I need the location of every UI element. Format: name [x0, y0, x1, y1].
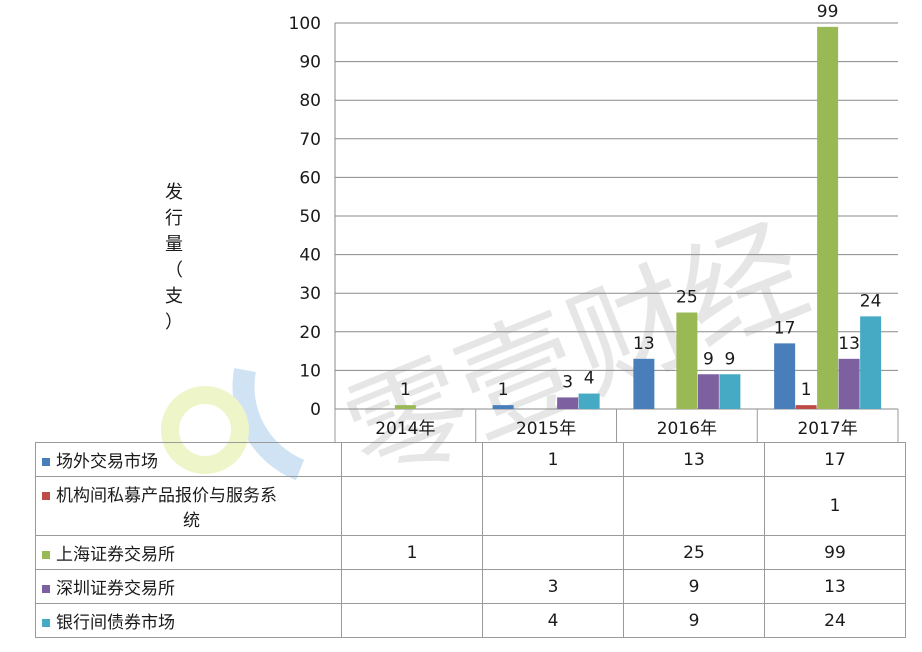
row-label-text: 机构间私募产品报价与服务系: [56, 486, 277, 506]
data-label: 13: [633, 334, 655, 354]
y-axis-label-char: 量: [165, 234, 183, 255]
y-tick-label: 40: [299, 246, 321, 266]
bar: [492, 405, 514, 409]
data-label: 9: [724, 349, 735, 369]
y-tick-label: 90: [299, 53, 321, 73]
row-label: 上海证券交易所: [35, 535, 342, 570]
data-labels: 1 13 17 1 1 25 99 3 9 13 4 9 24: [400, 2, 881, 400]
grid-lines: [334, 22, 899, 442]
y-axis-label-char: ）: [165, 312, 183, 333]
table-cell: [341, 476, 483, 536]
bar: [578, 393, 600, 409]
table-cell: [341, 603, 483, 638]
x-tick-label: 2017年: [797, 419, 857, 439]
bar-chart: 0 10 20 30 40 50 60 70 80 90 100 1 13 17 1 1 25 99 3 9 13 4 9…: [289, 2, 899, 442]
legend-swatch: [42, 585, 50, 593]
row-label-text: 深圳证券交易所: [56, 579, 175, 599]
table-cell: 99: [764, 535, 906, 570]
table-cell: 3: [482, 569, 624, 604]
table-cell: 1: [341, 535, 483, 570]
table-cell: 13: [623, 442, 765, 477]
bars: [394, 26, 882, 410]
y-tick-label: 60: [299, 168, 321, 188]
data-label: 3: [562, 372, 573, 392]
y-tick-label: 10: [299, 361, 321, 381]
y-axis-label-char: 支: [165, 286, 183, 307]
legend-swatch: [42, 458, 50, 466]
bar: [633, 358, 655, 409]
table-cell: 9: [623, 603, 765, 638]
x-axis-categories: 2014年 2015年 2016年 2017年: [375, 419, 858, 439]
bar: [774, 343, 796, 409]
table-cell: 4: [482, 603, 624, 638]
data-table: 场外交易市场 1 13 17 机构间私募产品报价与服务系统 1 上海证券交易所 …: [35, 442, 906, 638]
bar: [719, 374, 741, 409]
y-tick-label: 30: [299, 284, 321, 304]
data-label: 9: [703, 349, 714, 369]
y-axis-label: 发 行 量 （ 支 ）: [160, 180, 188, 336]
table-row: 机构间私募产品报价与服务系统 1: [35, 476, 906, 536]
bar: [676, 312, 698, 409]
bar: [817, 26, 839, 410]
data-label: 4: [584, 369, 595, 389]
bar: [838, 358, 860, 409]
row-label-text: 场外交易市场: [56, 452, 158, 472]
row-label: 机构间私募产品报价与服务系统: [35, 476, 342, 536]
bar: [697, 374, 719, 409]
y-tick-label: 80: [299, 91, 321, 111]
table-cell: 1: [764, 476, 906, 536]
table-row: 上海证券交易所 1 25 99: [35, 535, 906, 570]
data-label: 99: [817, 2, 839, 22]
legend-swatch: [42, 551, 50, 559]
table-cell: 24: [764, 603, 906, 638]
bar: [860, 316, 882, 409]
table-cell: 25: [623, 535, 765, 570]
x-tick-label: 2015年: [516, 419, 576, 439]
y-tick-label: 0: [310, 400, 321, 420]
data-label: 25: [676, 288, 698, 308]
table-cell: [482, 535, 624, 570]
table-cell: 9: [623, 569, 765, 604]
row-label-text: 上海证券交易所: [56, 545, 175, 565]
y-axis-label-char: （: [165, 260, 183, 281]
data-label: 13: [838, 334, 860, 354]
legend-swatch: [42, 619, 50, 627]
table-cell: [341, 442, 483, 477]
table-row: 深圳证券交易所 3 9 13: [35, 569, 906, 604]
y-tick-label: 100: [289, 14, 321, 34]
y-axis-label-char: 发: [165, 182, 183, 203]
row-label: 银行间债券市场: [35, 603, 342, 638]
data-label: 24: [860, 291, 882, 311]
data-label: 1: [801, 380, 812, 400]
bar: [795, 405, 817, 409]
y-tick-label: 70: [299, 130, 321, 150]
table-row: 场外交易市场 1 13 17: [35, 442, 906, 477]
y-tick-label: 50: [299, 207, 321, 227]
table-cell: [482, 476, 624, 536]
table-cell: [341, 569, 483, 604]
table-cell: 17: [764, 442, 906, 477]
row-label-text: 统: [183, 511, 200, 531]
row-label-text: 银行间债券市场: [56, 613, 175, 633]
y-axis-ticks: 0 10 20 30 40 50 60 70 80 90 100: [289, 14, 321, 420]
bar: [394, 405, 416, 409]
data-label: 17: [774, 318, 796, 338]
data-label: 1: [498, 380, 509, 400]
row-label: 深圳证券交易所: [35, 569, 342, 604]
table-cell: [623, 476, 765, 536]
legend-swatch: [42, 492, 50, 500]
data-label: 1: [400, 380, 411, 400]
table-row: 银行间债券市场 4 9 24: [35, 603, 906, 638]
x-tick-label: 2016年: [657, 419, 717, 439]
x-tick-label: 2014年: [375, 419, 435, 439]
y-tick-label: 20: [299, 323, 321, 343]
row-label: 场外交易市场: [35, 442, 342, 477]
table-cell: 13: [764, 569, 906, 604]
table-cell: 1: [482, 442, 624, 477]
bar: [557, 397, 579, 409]
y-axis-label-char: 行: [165, 208, 183, 229]
